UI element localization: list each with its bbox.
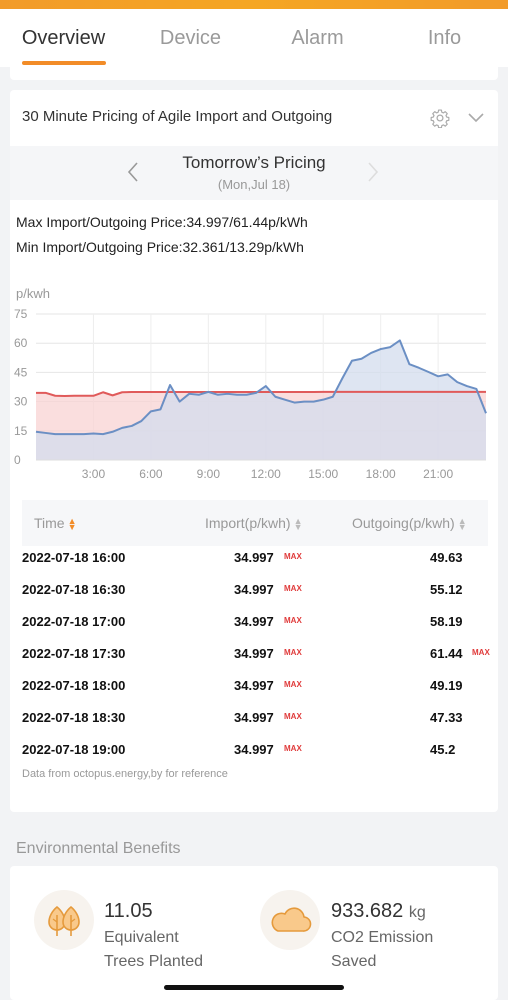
co2-unit: kg: [408, 904, 426, 921]
price-table: 2022-07-18 16:00 34.997 MAX 49.63 2022-07-18…: [10, 546, 498, 770]
cell-time: 2022-07-18 17:00: [22, 614, 126, 629]
x-tick-label: 12:00: [251, 467, 281, 481]
sort-icon: ▲ ▼: [457, 516, 467, 533]
chevron-down-icon[interactable]: [466, 110, 486, 126]
cell-import: 34.997: [234, 678, 274, 693]
tab-overview[interactable]: Overview: [0, 9, 127, 67]
tab-device[interactable]: Device: [159, 27, 222, 49]
day-title: Tomorrow’s Pricing: [182, 153, 326, 172]
cell-time: 2022-07-18 19:00: [22, 742, 126, 757]
x-tick-label: 21:00: [423, 467, 453, 481]
cell-outgoing: 61.44: [430, 646, 463, 661]
chevron-left-icon[interactable]: [126, 160, 140, 184]
co2-value-wrap: 933.682 kg: [331, 900, 426, 923]
table-row: 2022-07-18 18:30 34.997 MAX 47.33: [10, 706, 498, 738]
cell-outgoing: 58.19: [430, 614, 463, 629]
table-row: 2022-07-18 16:30 34.997 MAX 55.12: [10, 578, 498, 610]
import-max-flag: MAX: [284, 680, 302, 689]
table-row: 2022-07-18 19:00 34.997 MAX 45.2: [10, 738, 498, 770]
cell-import: 34.997: [234, 582, 274, 597]
cell-import: 34.997: [234, 742, 274, 757]
cell-time: 2022-07-18 18:30: [22, 710, 126, 725]
chevron-right-icon[interactable]: [366, 160, 380, 184]
cell-outgoing: 45.2: [430, 742, 456, 757]
cloud-icon: [260, 890, 320, 950]
series-1-area: [36, 340, 486, 460]
environment-card: 11.05 Equivalent Trees Planted 933.682 k…: [10, 866, 498, 1000]
x-tick-label: 6:00: [139, 467, 163, 481]
series-0-line: [36, 390, 486, 397]
header-import-label: Import(p/kwh): [205, 515, 291, 531]
series-1-line: [35, 339, 487, 436]
import-max-flag: MAX: [284, 616, 302, 625]
home-indicator[interactable]: [164, 985, 344, 990]
sort-icon: ▲ ▼: [293, 516, 303, 533]
tab-alarm[interactable]: Alarm: [291, 27, 344, 49]
table-row: 2022-07-18 18:00 34.997 MAX 49.19: [10, 674, 498, 706]
pricing-card-title: 30 Minute Pricing of Agile Import and Ou…: [22, 108, 333, 125]
cell-import: 34.997: [234, 550, 274, 565]
gear-icon[interactable]: [430, 108, 450, 128]
y-tick-label: 30: [14, 395, 28, 409]
import-max-flag: MAX: [284, 584, 302, 593]
header-outgoing[interactable]: Outgoing(p/kwh) ▲ ▼: [352, 515, 467, 533]
data-source-note: Data from octopus.energy,by for referenc…: [22, 768, 228, 780]
header-outgoing-label: Outgoing(p/kwh): [352, 515, 455, 531]
environment-section-title: Environmental Benefits: [16, 840, 181, 857]
table-row: 2022-07-18 17:00 34.997 MAX 58.19: [10, 610, 498, 642]
x-tick-label: 3:00: [82, 467, 106, 481]
y-tick-label: 60: [14, 336, 28, 350]
header-time[interactable]: Time ▲ ▼: [34, 515, 77, 533]
header-import[interactable]: Import(p/kwh) ▲ ▼: [205, 515, 303, 533]
cell-time: 2022-07-18 18:00: [22, 678, 126, 693]
x-tick-label: 9:00: [197, 467, 221, 481]
x-tick-label: 18:00: [366, 467, 396, 481]
sort-icon: ▲ ▼: [67, 516, 77, 533]
cell-outgoing: 49.19: [430, 678, 463, 693]
max-price-line: Max Import/Outgoing Price:34.997/61.44p/…: [16, 214, 308, 230]
cell-import: 34.997: [234, 646, 274, 661]
cell-time: 2022-07-18 16:30: [22, 582, 126, 597]
trees-value: 11.05: [104, 900, 153, 922]
table-row: 2022-07-18 17:30 34.997 MAX 61.44 MAX: [10, 642, 498, 674]
day-subtitle: (Mon,Jul 18): [217, 177, 291, 192]
tab-bar: Overview Device Alarm Info: [0, 9, 508, 67]
y-axis-label: p/kwh: [16, 286, 50, 301]
previous-card-edge: [10, 67, 498, 80]
cell-time: 2022-07-18 16:00: [22, 550, 126, 565]
cell-outgoing: 49.63: [430, 550, 463, 565]
y-tick-label: 45: [14, 365, 28, 379]
cell-time: 2022-07-18 17:30: [22, 646, 126, 661]
co2-desc-line1: CO2 Emission: [331, 929, 434, 946]
y-tick-label: 0: [14, 453, 21, 467]
y-tick-label: 15: [14, 424, 28, 438]
outgoing-max-flag: MAX: [472, 648, 490, 657]
co2-desc-line2: Saved: [331, 953, 377, 970]
day-selector: Tomorrow’s Pricing (Mon,Jul 18): [10, 146, 498, 200]
trees-desc-line2: Trees Planted: [104, 953, 204, 970]
pricing-card: 30 Minute Pricing of Agile Import and Ou…: [10, 90, 498, 812]
min-price-line: Min Import/Outgoing Price:32.361/13.29p/…: [16, 239, 304, 255]
import-max-flag: MAX: [284, 648, 302, 657]
import-max-flag: MAX: [284, 712, 302, 721]
header-time-label: Time: [34, 515, 65, 531]
import-max-flag: MAX: [284, 744, 302, 753]
tab-info[interactable]: Info: [427, 27, 462, 49]
import-max-flag: MAX: [284, 552, 302, 561]
table-row: 2022-07-18 16:00 34.997 MAX 49.63: [10, 546, 498, 578]
status-strip: [0, 0, 508, 9]
table-header: Time ▲ ▼ Import(p/kwh) ▲ ▼ Outgoing(p/kwh) ▲ ▼: [22, 500, 488, 546]
trees-desc-line1: Equivalent: [104, 929, 179, 946]
y-tick-label: 75: [14, 307, 28, 321]
co2-value: 933.682: [331, 900, 404, 922]
cell-import: 34.997: [234, 614, 274, 629]
cell-outgoing: 47.33: [430, 710, 463, 725]
x-tick-label: 15:00: [308, 467, 338, 481]
pricing-chart: p/kwh 0 15 30 45 60 75 3:00 6:00 9:00 12:00 15:00 18…: [14, 286, 487, 481]
cell-import: 34.997: [234, 710, 274, 725]
cell-outgoing: 55.12: [430, 582, 463, 597]
tree-icon: [34, 890, 94, 950]
